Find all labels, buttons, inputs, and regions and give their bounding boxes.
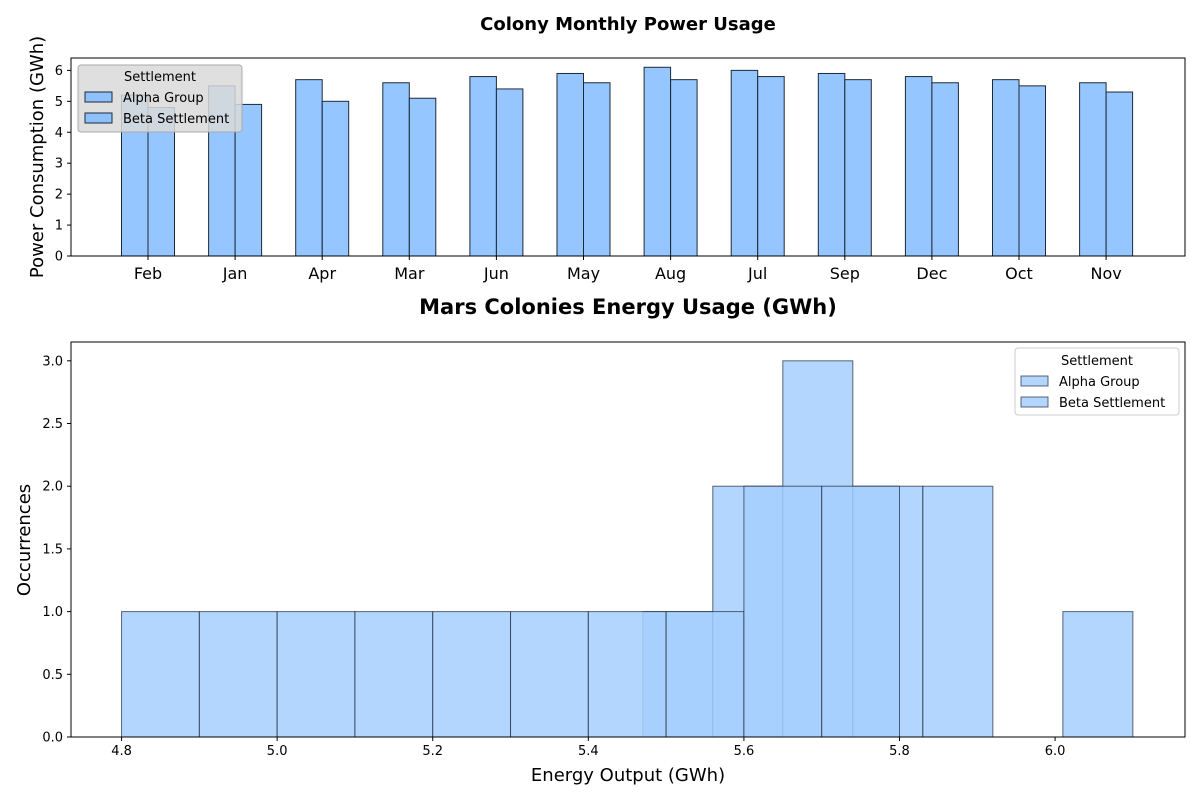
hist-bin-alpha bbox=[1062, 611, 1134, 738]
legend-swatch-top bbox=[84, 112, 113, 124]
legend-swatch-top bbox=[84, 91, 113, 103]
hist-bin-beta bbox=[276, 611, 356, 738]
bar-alpha bbox=[817, 72, 846, 257]
hist-bin-beta bbox=[198, 611, 278, 738]
legend-title-bottom: Settlement bbox=[1061, 354, 1133, 369]
x-tick-label-bottom: 5.8 bbox=[889, 744, 910, 759]
x-tick-label-top: Feb bbox=[134, 264, 162, 283]
y-tick-label-bottom: 2.0 bbox=[42, 480, 63, 495]
y-tick-label-top: 3 bbox=[55, 157, 63, 172]
bar-alpha bbox=[730, 69, 759, 257]
legend-box-bottom bbox=[1014, 347, 1180, 416]
y-tick-label-bottom: 1.0 bbox=[42, 605, 63, 620]
y-tick-label-bottom: 0.0 bbox=[42, 731, 63, 746]
hist-bin-beta bbox=[587, 611, 667, 738]
x-tick-label-bottom: 5.2 bbox=[422, 744, 443, 759]
legend-swatch-bottom bbox=[1020, 396, 1049, 408]
y-tick-label-top: 4 bbox=[55, 126, 63, 141]
x-tick-label-top: Jun bbox=[483, 264, 509, 283]
x-tick-label-bottom: 6.0 bbox=[1045, 744, 1066, 759]
y-tick-label-top: 2 bbox=[55, 188, 63, 203]
bar-alpha bbox=[469, 76, 497, 257]
bar-beta bbox=[670, 79, 698, 257]
bar-beta bbox=[844, 79, 872, 257]
bar-alpha bbox=[992, 79, 1020, 257]
x-tick-label-top: Aug bbox=[655, 264, 686, 283]
legend-swatch-bottom bbox=[1020, 375, 1049, 387]
legend-label-top: Beta Settlement bbox=[123, 112, 229, 127]
legend-label-top: Alpha Group bbox=[123, 91, 204, 106]
hist-bin-alpha bbox=[922, 485, 994, 738]
hist-bin-beta bbox=[354, 611, 434, 738]
x-tick-label-top: Jul bbox=[747, 264, 767, 283]
hist-bin-beta bbox=[432, 611, 512, 738]
bar-alpha bbox=[904, 76, 933, 257]
plot-frame-top bbox=[70, 57, 1186, 257]
x-tick-label-bottom: 4.8 bbox=[111, 744, 132, 759]
legend-title-top: Settlement bbox=[124, 70, 196, 85]
bar-beta bbox=[757, 76, 785, 257]
bar-alpha bbox=[1079, 82, 1107, 257]
y-axis-label-bottom: Occurrences bbox=[14, 484, 35, 596]
bar-beta bbox=[321, 100, 350, 257]
y-axis-label-top: Power Consumption (GWh) bbox=[27, 36, 48, 278]
legend-label-bottom: Alpha Group bbox=[1059, 375, 1140, 390]
hist-bin-beta bbox=[821, 485, 900, 738]
bar-beta bbox=[583, 82, 611, 257]
bar-alpha bbox=[556, 72, 584, 257]
bar-beta bbox=[931, 82, 959, 257]
x-tick-label-top: Nov bbox=[1090, 264, 1121, 283]
x-tick-label-bottom: 5.6 bbox=[734, 744, 755, 759]
y-tick-label-bottom: 3.0 bbox=[42, 354, 63, 369]
y-tick-label-bottom: 1.5 bbox=[42, 542, 63, 557]
x-tick-label-top: Jan bbox=[222, 264, 248, 283]
x-tick-label-top: May bbox=[567, 264, 600, 283]
y-tick-label-top: 6 bbox=[55, 64, 63, 79]
bar-beta bbox=[1105, 91, 1134, 257]
y-tick-label-top: 1 bbox=[55, 219, 63, 234]
y-tick-label-top: 5 bbox=[55, 95, 63, 110]
legend-box-top bbox=[77, 64, 243, 133]
hist-bin-beta bbox=[121, 611, 200, 738]
x-tick-label-top: Sep bbox=[830, 264, 860, 283]
x-tick-label-top: Dec bbox=[916, 264, 947, 283]
hist-bin-beta bbox=[510, 611, 589, 738]
y-tick-label-bottom: 0.5 bbox=[42, 668, 63, 683]
x-tick-label-bottom: 5.4 bbox=[578, 744, 599, 759]
plot-frame-bottom bbox=[70, 341, 1186, 738]
hist-bin-beta bbox=[743, 485, 823, 738]
chart-title-bottom: Mars Colonies Energy Usage (GWh) bbox=[419, 295, 837, 319]
legend-label-bottom: Beta Settlement bbox=[1059, 396, 1165, 411]
x-axis-label-bottom: Energy Output (GWh) bbox=[531, 765, 725, 786]
x-tick-label-top: Mar bbox=[394, 264, 425, 283]
bar-alpha bbox=[643, 66, 672, 257]
y-tick-label-top: 0 bbox=[55, 250, 63, 265]
chart-title-top: Colony Monthly Power Usage bbox=[480, 14, 776, 35]
bar-beta bbox=[495, 88, 524, 257]
x-tick-label-bottom: 5.0 bbox=[267, 744, 288, 759]
x-tick-label-top: Apr bbox=[308, 264, 336, 283]
hist-bin-beta bbox=[665, 611, 745, 738]
bar-beta bbox=[408, 97, 437, 257]
bar-alpha bbox=[295, 79, 323, 257]
x-tick-label-top: Oct bbox=[1005, 264, 1033, 283]
bar-alpha bbox=[382, 82, 410, 257]
y-tick-label-bottom: 2.5 bbox=[42, 417, 63, 432]
bar-beta bbox=[1018, 85, 1046, 257]
